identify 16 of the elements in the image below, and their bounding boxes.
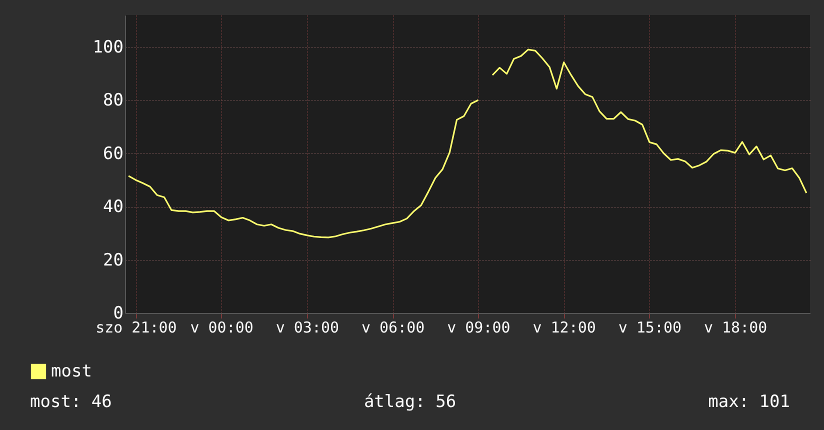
x-tick-label: v 12:00 <box>532 318 596 336</box>
x-tick-label: v 15:00 <box>618 318 682 336</box>
x-tick-label: v 00:00 <box>190 318 254 336</box>
y-tick-label: 20 <box>103 250 124 270</box>
x-tick-label: v 09:00 <box>447 318 510 336</box>
y-tick-label: 40 <box>103 197 124 218</box>
x-tick-label: v 18:00 <box>704 318 768 336</box>
x-tick-label: v 03:00 <box>276 318 340 336</box>
legend-label: most <box>51 362 92 382</box>
x-tick-label: v 06:00 <box>361 318 425 336</box>
y-tick-label: 60 <box>103 144 124 164</box>
text: átlag: 56 <box>364 392 456 412</box>
text: max: 101 <box>708 392 790 412</box>
y-tick-label: 100 <box>92 37 124 58</box>
text: most: 46 <box>30 392 112 412</box>
y-tick-label: 80 <box>103 90 124 111</box>
